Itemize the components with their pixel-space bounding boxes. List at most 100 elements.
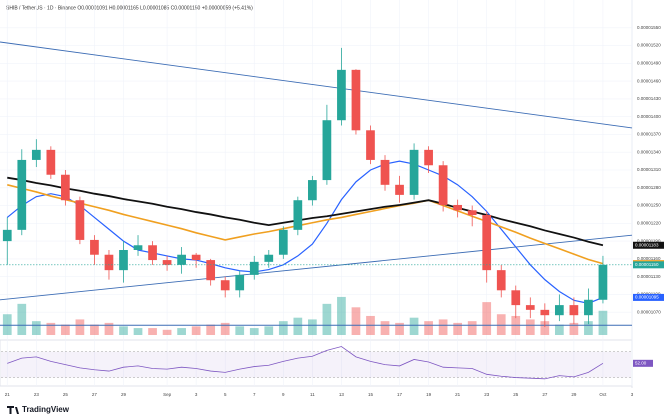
x-tick-label: 13 [339, 392, 345, 397]
candle-body [525, 305, 535, 310]
volume-bar [467, 321, 477, 335]
y-tick-label: 0.00001490 [637, 61, 661, 66]
volume-bar [554, 324, 564, 335]
price-tag [633, 241, 664, 249]
volume-bar [249, 328, 259, 335]
x-tick-label: Sep [163, 392, 172, 397]
volume-bar [322, 303, 332, 335]
volume-bar [409, 317, 419, 335]
price-tag-label: 0.00001183 [635, 242, 659, 247]
candle-body [467, 210, 477, 216]
volume-bar [46, 322, 56, 335]
x-tick-label: 25 [63, 392, 69, 397]
y-tick-label: 0.00001400 [637, 114, 661, 119]
volume-bar [453, 322, 463, 335]
y-tick-label: 0.00001310 [637, 167, 661, 172]
volume-bar [206, 324, 216, 335]
candle-body [293, 200, 303, 230]
volume-bar [104, 322, 114, 335]
x-tick-label: 15 [368, 392, 374, 397]
candle-body [264, 254, 274, 262]
candle-body [61, 174, 70, 201]
x-tick-label: 23 [34, 392, 40, 397]
candle-body [191, 254, 201, 261]
candle-body [598, 264, 608, 300]
brand-logo [7, 406, 19, 414]
candle-body [206, 260, 216, 281]
y-tick-label: 0.00001370 [637, 132, 661, 137]
moving-average [6, 160, 604, 304]
volume-bar [496, 314, 506, 335]
candle-body [409, 149, 419, 195]
volume-bar [424, 321, 433, 335]
volume-bar [264, 326, 274, 335]
volume-bar [177, 328, 186, 335]
volume-bar [351, 307, 361, 335]
x-tick-label: 19 [426, 392, 432, 397]
x-tick-label: 21 [455, 392, 461, 397]
candle-body [119, 250, 128, 271]
candle-body [46, 149, 56, 175]
candle-body [395, 184, 404, 195]
x-tick-label: 29 [571, 392, 577, 397]
volume-bar [75, 319, 85, 335]
candle-body [438, 165, 448, 205]
candle-body [496, 270, 506, 291]
x-tick-label: 17 [397, 392, 403, 397]
rsi-tag [633, 359, 653, 367]
candle-body [554, 305, 564, 316]
y-tick-label: 0.00001460 [637, 78, 661, 83]
x-tick-label: 29 [121, 392, 127, 397]
candle-body [322, 120, 332, 181]
x-tick-label: 27 [542, 392, 548, 397]
candle-body [584, 299, 593, 316]
x-tick-label: 25 [513, 392, 519, 397]
candle-body [308, 180, 317, 201]
y-tick-label: 0.00001430 [637, 96, 661, 101]
candle-body [366, 130, 375, 160]
x-tick-label: Oct [599, 392, 607, 397]
candle-body [278, 229, 288, 255]
candle-body [540, 309, 550, 316]
candle-body [31, 149, 41, 160]
volume-bar [584, 321, 593, 335]
x-tick-label: 27 [92, 392, 98, 397]
candle-body [177, 254, 186, 265]
volume-bar [598, 310, 608, 335]
candle-body [482, 215, 492, 271]
candle-body [2, 229, 12, 242]
trendline [0, 41, 633, 129]
volume-bar [540, 321, 550, 335]
trendline [0, 234, 633, 301]
candle-body [424, 149, 433, 166]
volume-bar [220, 322, 230, 335]
volume-bar [17, 303, 27, 335]
moving-average [7, 184, 604, 265]
candle-body [511, 290, 521, 306]
candle-body [90, 239, 99, 255]
volume-bar [380, 321, 390, 335]
volume-bar [162, 329, 172, 335]
volume-bar [569, 322, 579, 335]
candle-body [380, 159, 390, 185]
volume-bar [278, 321, 288, 335]
candle-body [104, 254, 114, 271]
x-tick-label: 9 [282, 392, 285, 397]
volume-bar [395, 322, 404, 335]
y-tick-label: 0.00001250 [637, 203, 661, 208]
y-tick-label: 0.00001550 [637, 25, 661, 30]
x-tick-label: 7 [253, 392, 256, 397]
candle-body [337, 69, 346, 121]
candle-body [75, 200, 85, 240]
volume-bar [61, 324, 70, 335]
candle-body [249, 261, 259, 275]
candle-body [235, 274, 245, 291]
price-tag-label: 0.00001095 [635, 295, 659, 300]
volume-bar [482, 302, 492, 335]
volume-bar [31, 321, 41, 335]
candle-body [453, 204, 463, 211]
volume-bar [2, 314, 12, 335]
rsi-band [1, 351, 631, 378]
candle-body [148, 245, 157, 261]
